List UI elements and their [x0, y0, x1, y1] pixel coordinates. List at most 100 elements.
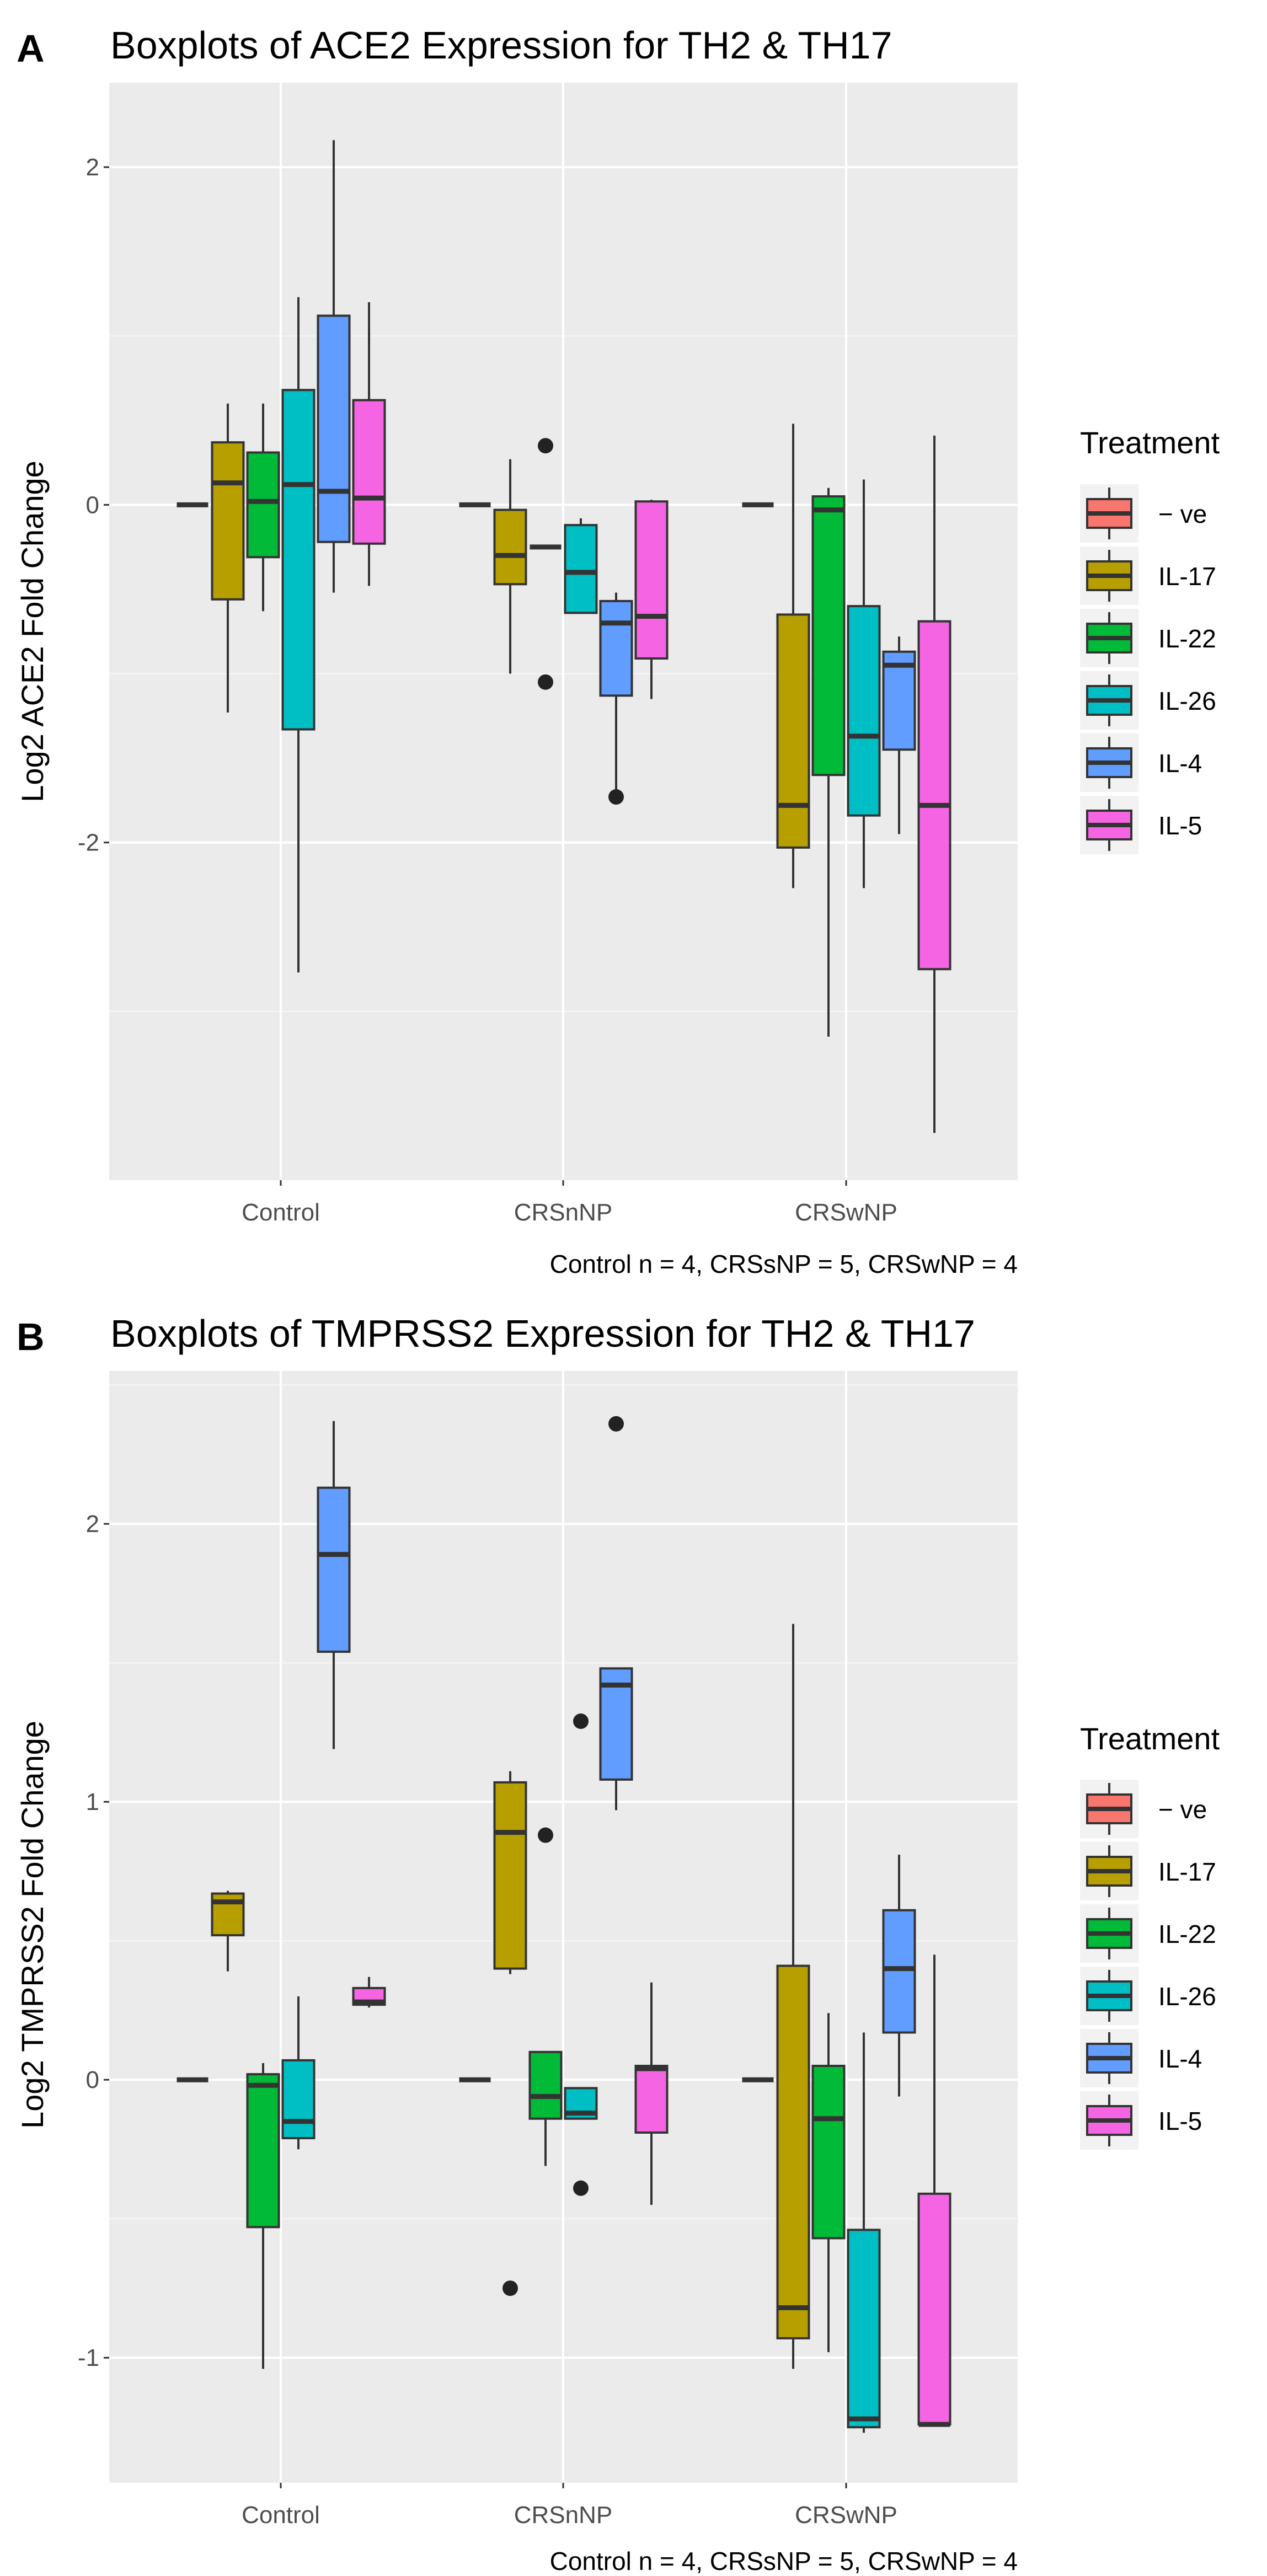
iqr-box: [493, 1781, 527, 1970]
iqr-box: [564, 524, 598, 614]
legend-label: IL-26: [1158, 1982, 1216, 2011]
boxplot-il4: [882, 636, 916, 834]
outlier-point: [538, 438, 553, 454]
y-axis-ticks: -2 0 2: [78, 154, 109, 856]
boxplot-il26: [564, 518, 598, 614]
iqr-box: [599, 599, 633, 697]
y-tick-label: 2: [86, 154, 99, 181]
boxplot-il5: [352, 302, 386, 586]
iqr-box: [882, 1909, 916, 2034]
iqr-box: [634, 2065, 669, 2134]
legend-title: Treatment: [1080, 1721, 1220, 1756]
y-tick-label: 0: [86, 2066, 99, 2093]
boxplot-il5: [634, 1982, 669, 2205]
iqr-box: [847, 2229, 881, 2429]
boxplot-il17: [776, 424, 810, 888]
y-axis-ticks: -1 0 1 2: [78, 1511, 109, 2371]
y-tick-label: 2: [86, 1511, 99, 1538]
chart-title: Boxplots of ACE2 Expression for TH2 & TH…: [110, 24, 892, 67]
outlier-point: [608, 1416, 624, 1432]
iqr-box: [811, 495, 846, 776]
legend-label: IL-22: [1158, 1920, 1216, 1948]
y-tick-label: -2: [78, 829, 99, 856]
boxplot-il22: [811, 488, 846, 1037]
legend-item: − ve: [1080, 1780, 1207, 1838]
legend-item: IL-26: [1080, 671, 1216, 730]
boxplot-il17: [493, 1771, 527, 2296]
boxplot-il22: [246, 2063, 280, 2369]
boxplot-il26: [281, 297, 316, 973]
x-tick-label: CRSnNP: [514, 1199, 613, 1226]
iqr-box: [847, 605, 881, 817]
boxplot-il17: [211, 403, 245, 713]
boxplot-il17: [211, 1891, 245, 1972]
legend-item: IL-5: [1080, 796, 1202, 854]
outlier-point: [573, 2180, 589, 2196]
caption: Control n = 4, CRSsNP = 5, CRSwNP = 4: [550, 1250, 1018, 1278]
iqr-box: [281, 389, 316, 731]
legend-item: IL-22: [1080, 1904, 1216, 1963]
boxplot-il4: [882, 1854, 916, 2097]
iqr-box: [882, 650, 916, 751]
legend-label: − ve: [1158, 1795, 1207, 1824]
iqr-box: [917, 2192, 951, 2426]
iqr-box: [811, 2065, 846, 2240]
legend-item: IL-4: [1080, 733, 1202, 792]
boxplot-il17: [776, 1624, 810, 2369]
legend-item: IL-4: [1080, 2029, 1202, 2087]
legend-label: IL-5: [1158, 2107, 1202, 2135]
panel-label: B: [17, 1315, 45, 1358]
boxplot-il4: [599, 1416, 633, 1811]
legend-label: IL-4: [1158, 2044, 1202, 2073]
y-axis-label: Log2 TMPRSS2 Fold Change: [15, 1721, 50, 2129]
iqr-box: [281, 2059, 316, 2140]
boxplot-il4: [317, 140, 351, 593]
chart-title: Boxplots of TMPRSS2 Expression for TH2 &…: [110, 1312, 975, 1355]
panel-a: A Boxplots of ACE2 Expression for TH2 & …: [15, 24, 1220, 1278]
legend-label: IL-5: [1158, 811, 1202, 840]
boxplot-il22: [530, 438, 562, 690]
iqr-box: [317, 314, 351, 543]
x-tick-label: Control: [242, 1199, 320, 1226]
panel-label: A: [17, 27, 45, 70]
outlier-point: [502, 2280, 518, 2296]
y-axis-label: Log2 ACE2 Fold Change: [15, 460, 50, 802]
legend-item: IL-5: [1080, 2091, 1202, 2150]
legend-label: IL-4: [1158, 749, 1202, 778]
legend-label: IL-17: [1158, 1857, 1216, 1886]
boxplot-il26: [847, 479, 881, 888]
legend-item: − ve: [1080, 484, 1207, 543]
iqr-box: [317, 1486, 351, 1653]
legend-title: Treatment: [1080, 425, 1220, 460]
x-tick-label: CRSwNP: [795, 2502, 897, 2529]
boxplot-il22: [811, 2013, 846, 2353]
boxplot-il5: [917, 435, 951, 1133]
legend-label: − ve: [1158, 500, 1207, 528]
panel-b: B Boxplots of TMPRSS2 Expression for TH2…: [15, 1312, 1220, 2575]
legend-label: IL-17: [1158, 562, 1216, 591]
iqr-box: [528, 2050, 563, 2120]
outlier-point: [538, 674, 553, 690]
legend-label: IL-26: [1158, 687, 1216, 715]
boxplot-il17: [493, 459, 527, 674]
x-tick-label: CRSwNP: [795, 1199, 897, 1226]
boxplot-il26: [847, 2032, 881, 2433]
legend-item: IL-17: [1080, 1842, 1216, 1900]
legend-item: IL-17: [1080, 547, 1216, 605]
boxplot-il26: [281, 1996, 316, 2150]
legend-item: IL-26: [1080, 1967, 1216, 2025]
caption: Control n = 4, CRSsNP = 5, CRSwNP = 4: [550, 2547, 1018, 2575]
boxplot-il26: [564, 1713, 598, 2196]
outlier-point: [573, 1713, 589, 1729]
legend-item: IL-22: [1080, 609, 1216, 667]
iqr-box: [776, 613, 810, 849]
y-tick-label: -1: [78, 2344, 99, 2371]
boxplot-il22: [528, 1827, 563, 2166]
boxplot-il22: [246, 403, 280, 612]
iqr-box: [634, 500, 669, 660]
x-tick-label: Control: [242, 2502, 320, 2529]
y-tick-label: 0: [86, 491, 99, 518]
iqr-box: [246, 451, 280, 559]
boxplot-il5: [352, 1977, 386, 2008]
